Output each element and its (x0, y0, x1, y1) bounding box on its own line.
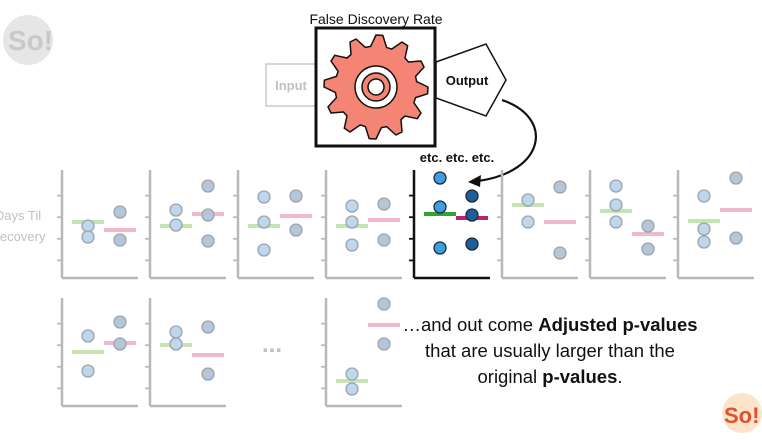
data-point (433, 200, 447, 214)
statquest-logo-left: So! (3, 15, 53, 65)
data-point (289, 223, 303, 237)
data-point (345, 382, 359, 396)
data-point (81, 364, 95, 378)
caption-line-1-text: …and out come (402, 314, 539, 335)
caption-line-2: that are usually larger than the (425, 340, 675, 361)
caption: …and out come Adjusted p-values that are… (350, 312, 750, 390)
data-point (345, 215, 359, 229)
data-point (377, 297, 391, 311)
logo-right-text: So! (724, 403, 759, 428)
data-point (201, 179, 215, 193)
data-point (201, 367, 215, 381)
output-label: Output (446, 73, 489, 88)
data-point (81, 329, 95, 343)
data-point (169, 337, 183, 351)
ellipsis: ... (262, 331, 282, 358)
gear-hole (367, 78, 385, 96)
caption-line-1-bold: Adjusted p-values (538, 314, 698, 335)
data-point (81, 230, 95, 244)
data-point (465, 237, 479, 251)
data-point (201, 208, 215, 222)
data-point (169, 325, 183, 339)
data-point (113, 337, 127, 351)
data-point (433, 171, 447, 185)
curved-arrow (468, 98, 537, 187)
mini-plot (673, 170, 754, 280)
statquest-logo-right: So! (722, 393, 762, 433)
data-point (609, 198, 623, 212)
mini-plot (145, 170, 226, 280)
data-point (521, 193, 535, 207)
output-shape: Output (435, 43, 507, 117)
diagram-title: False Discovery Rate (309, 11, 442, 27)
y-axis-label-line1: Days Til (0, 208, 41, 223)
data-point (113, 315, 127, 329)
data-point (201, 234, 215, 248)
caption-line-3: original p-values. (350, 364, 750, 390)
data-point (697, 189, 711, 203)
mini-plot (57, 298, 138, 408)
caption-line-3-text: original (477, 366, 543, 387)
data-point (345, 238, 359, 252)
caption-line-3-end: . (617, 366, 623, 387)
mini-plot (57, 170, 138, 280)
data-point (169, 203, 183, 217)
mini-plot (233, 170, 314, 280)
data-point (257, 190, 271, 204)
data-point (609, 215, 623, 229)
data-point (81, 219, 95, 233)
data-point (553, 246, 567, 260)
mini-plot (497, 170, 578, 280)
data-point (113, 233, 127, 247)
data-point (377, 197, 391, 211)
data-point (729, 171, 743, 185)
mini-plot (145, 298, 226, 408)
data-point (257, 215, 271, 229)
data-point (465, 208, 479, 222)
data-point (641, 242, 655, 256)
mini-plot (409, 170, 490, 280)
data-point (553, 180, 567, 194)
mini-plot (585, 170, 666, 280)
data-point (697, 235, 711, 249)
data-point (465, 189, 479, 203)
mini-plots (57, 170, 754, 408)
data-point (201, 320, 215, 334)
logo-left-text: So! (8, 25, 53, 56)
fdr-machine (314, 26, 437, 148)
data-point (377, 233, 391, 247)
data-point (289, 189, 303, 203)
data-point (729, 231, 743, 245)
gear-icon (323, 34, 429, 140)
data-point (113, 205, 127, 219)
data-point (345, 199, 359, 213)
data-point (169, 218, 183, 232)
input-box: Input (265, 63, 317, 107)
y-axis-label-line2: Recovery (0, 229, 46, 244)
caption-line-1: …and out come Adjusted p-values (350, 312, 750, 338)
data-point (377, 337, 391, 351)
data-point (433, 241, 447, 255)
data-point (609, 179, 623, 193)
mini-plot (321, 297, 402, 408)
data-point (641, 219, 655, 233)
input-label: Input (275, 78, 307, 93)
data-point (345, 367, 359, 381)
data-point (257, 243, 271, 257)
caption-line-3-bold: p-values (542, 366, 618, 387)
data-point (521, 215, 535, 229)
data-point (697, 222, 711, 236)
etc-label: etc. etc. etc. (420, 150, 494, 165)
mini-plot (321, 170, 402, 280)
